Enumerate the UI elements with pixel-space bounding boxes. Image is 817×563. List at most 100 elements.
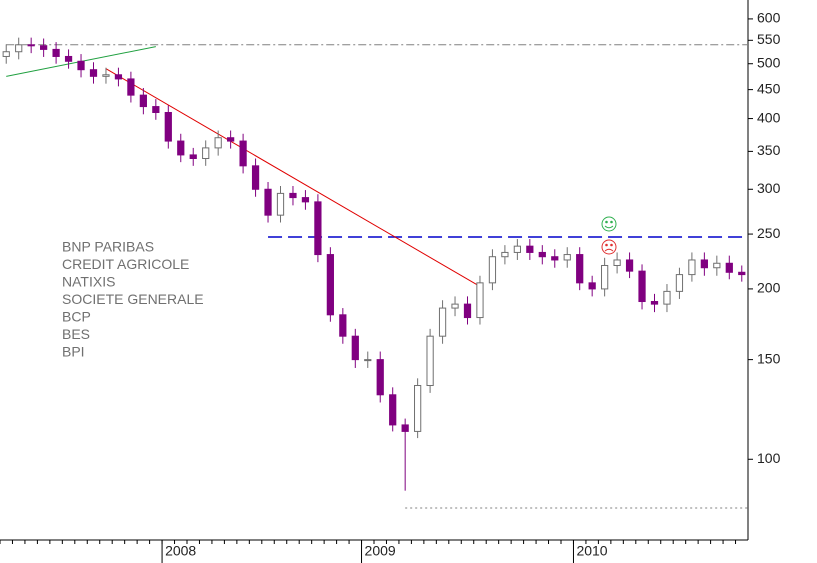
candle-body bbox=[339, 314, 347, 337]
y-tick-label: 400 bbox=[757, 109, 781, 125]
candle-body bbox=[588, 282, 596, 290]
candle-body bbox=[576, 254, 584, 284]
candle bbox=[713, 255, 721, 276]
candle-body bbox=[688, 259, 696, 276]
x-tick-label: 2010 bbox=[576, 543, 607, 559]
candle-body bbox=[102, 74, 110, 77]
candle-body bbox=[650, 301, 659, 305]
candle bbox=[601, 257, 609, 297]
candle-body bbox=[114, 74, 123, 80]
candle-body bbox=[251, 165, 260, 190]
trend-line bbox=[105, 68, 481, 287]
candle bbox=[102, 67, 110, 84]
candle-body bbox=[64, 55, 73, 62]
candle bbox=[526, 239, 534, 260]
candle-body bbox=[164, 111, 172, 142]
legend-item: NATIXIS bbox=[62, 274, 115, 290]
y-tick-label: 600 bbox=[757, 10, 781, 26]
candle bbox=[202, 140, 210, 166]
candle bbox=[127, 71, 135, 103]
candle-body bbox=[526, 245, 534, 253]
y-tick-label: 500 bbox=[757, 54, 781, 70]
legend-item: CREDIT AGRICOLE bbox=[62, 256, 189, 272]
candle-body bbox=[601, 264, 609, 290]
candle bbox=[15, 37, 23, 60]
candle-body bbox=[239, 140, 247, 167]
candle bbox=[438, 300, 447, 344]
candle-body bbox=[389, 394, 397, 426]
candle bbox=[114, 67, 123, 87]
candle bbox=[663, 284, 671, 313]
y-tick-label: 150 bbox=[757, 350, 781, 366]
candle bbox=[501, 245, 509, 265]
y-tick-label: 200 bbox=[757, 280, 781, 296]
candle bbox=[339, 308, 347, 344]
candle bbox=[301, 190, 310, 210]
candle-body bbox=[314, 201, 322, 256]
candle bbox=[264, 182, 272, 223]
legend-item: BNP PARIBAS bbox=[62, 239, 154, 255]
candle bbox=[538, 245, 546, 265]
legend-item: SOCIETE GENERALE bbox=[62, 291, 204, 307]
candle bbox=[52, 42, 60, 64]
candle bbox=[650, 293, 659, 313]
candle bbox=[40, 38, 48, 57]
candle bbox=[227, 130, 235, 149]
candle-body bbox=[438, 307, 447, 337]
legend-item: BCP bbox=[62, 309, 91, 325]
candle-body bbox=[476, 282, 484, 319]
candle bbox=[588, 275, 596, 297]
candle-body bbox=[638, 270, 646, 303]
candle bbox=[376, 351, 384, 403]
candle bbox=[189, 147, 197, 166]
candle-body bbox=[189, 154, 197, 160]
candle bbox=[27, 37, 35, 54]
candle bbox=[152, 99, 160, 120]
candle-body bbox=[625, 259, 634, 272]
candle-body bbox=[451, 303, 459, 309]
candle bbox=[276, 186, 285, 223]
candle-body bbox=[276, 192, 285, 216]
candle bbox=[551, 249, 559, 268]
candle bbox=[463, 296, 472, 325]
y-tick-label: 250 bbox=[757, 225, 781, 241]
legend-item: BPI bbox=[62, 344, 85, 360]
candle-body bbox=[613, 259, 621, 266]
candle-body bbox=[15, 44, 23, 53]
candle-body bbox=[202, 147, 210, 160]
candle bbox=[351, 328, 359, 368]
candle bbox=[725, 255, 733, 280]
candle-body bbox=[326, 254, 334, 316]
candle-body bbox=[426, 335, 434, 387]
candle bbox=[451, 296, 459, 317]
candle bbox=[77, 54, 85, 78]
candle-body bbox=[89, 69, 98, 77]
candle bbox=[625, 252, 634, 279]
candle-body bbox=[376, 359, 384, 396]
candle-body bbox=[364, 359, 372, 362]
candle-body bbox=[463, 303, 472, 319]
candle-body bbox=[725, 262, 733, 273]
candle-body bbox=[488, 256, 497, 284]
candle-body bbox=[264, 188, 272, 216]
candle bbox=[289, 186, 297, 206]
candle-body bbox=[675, 274, 684, 292]
candle-body bbox=[563, 254, 571, 261]
x-tick-label: 2009 bbox=[365, 543, 396, 559]
candle-body bbox=[351, 335, 359, 361]
candle-body bbox=[2, 51, 10, 57]
candle bbox=[214, 130, 222, 156]
candle bbox=[364, 351, 372, 368]
candle-body bbox=[663, 290, 671, 305]
smiley bbox=[601, 216, 617, 232]
candle bbox=[700, 252, 708, 276]
candle-body bbox=[152, 106, 160, 113]
candle-body bbox=[713, 262, 721, 269]
candle-body bbox=[227, 137, 235, 142]
candle-body bbox=[738, 271, 746, 276]
candle bbox=[613, 252, 621, 274]
candle bbox=[401, 418, 409, 491]
